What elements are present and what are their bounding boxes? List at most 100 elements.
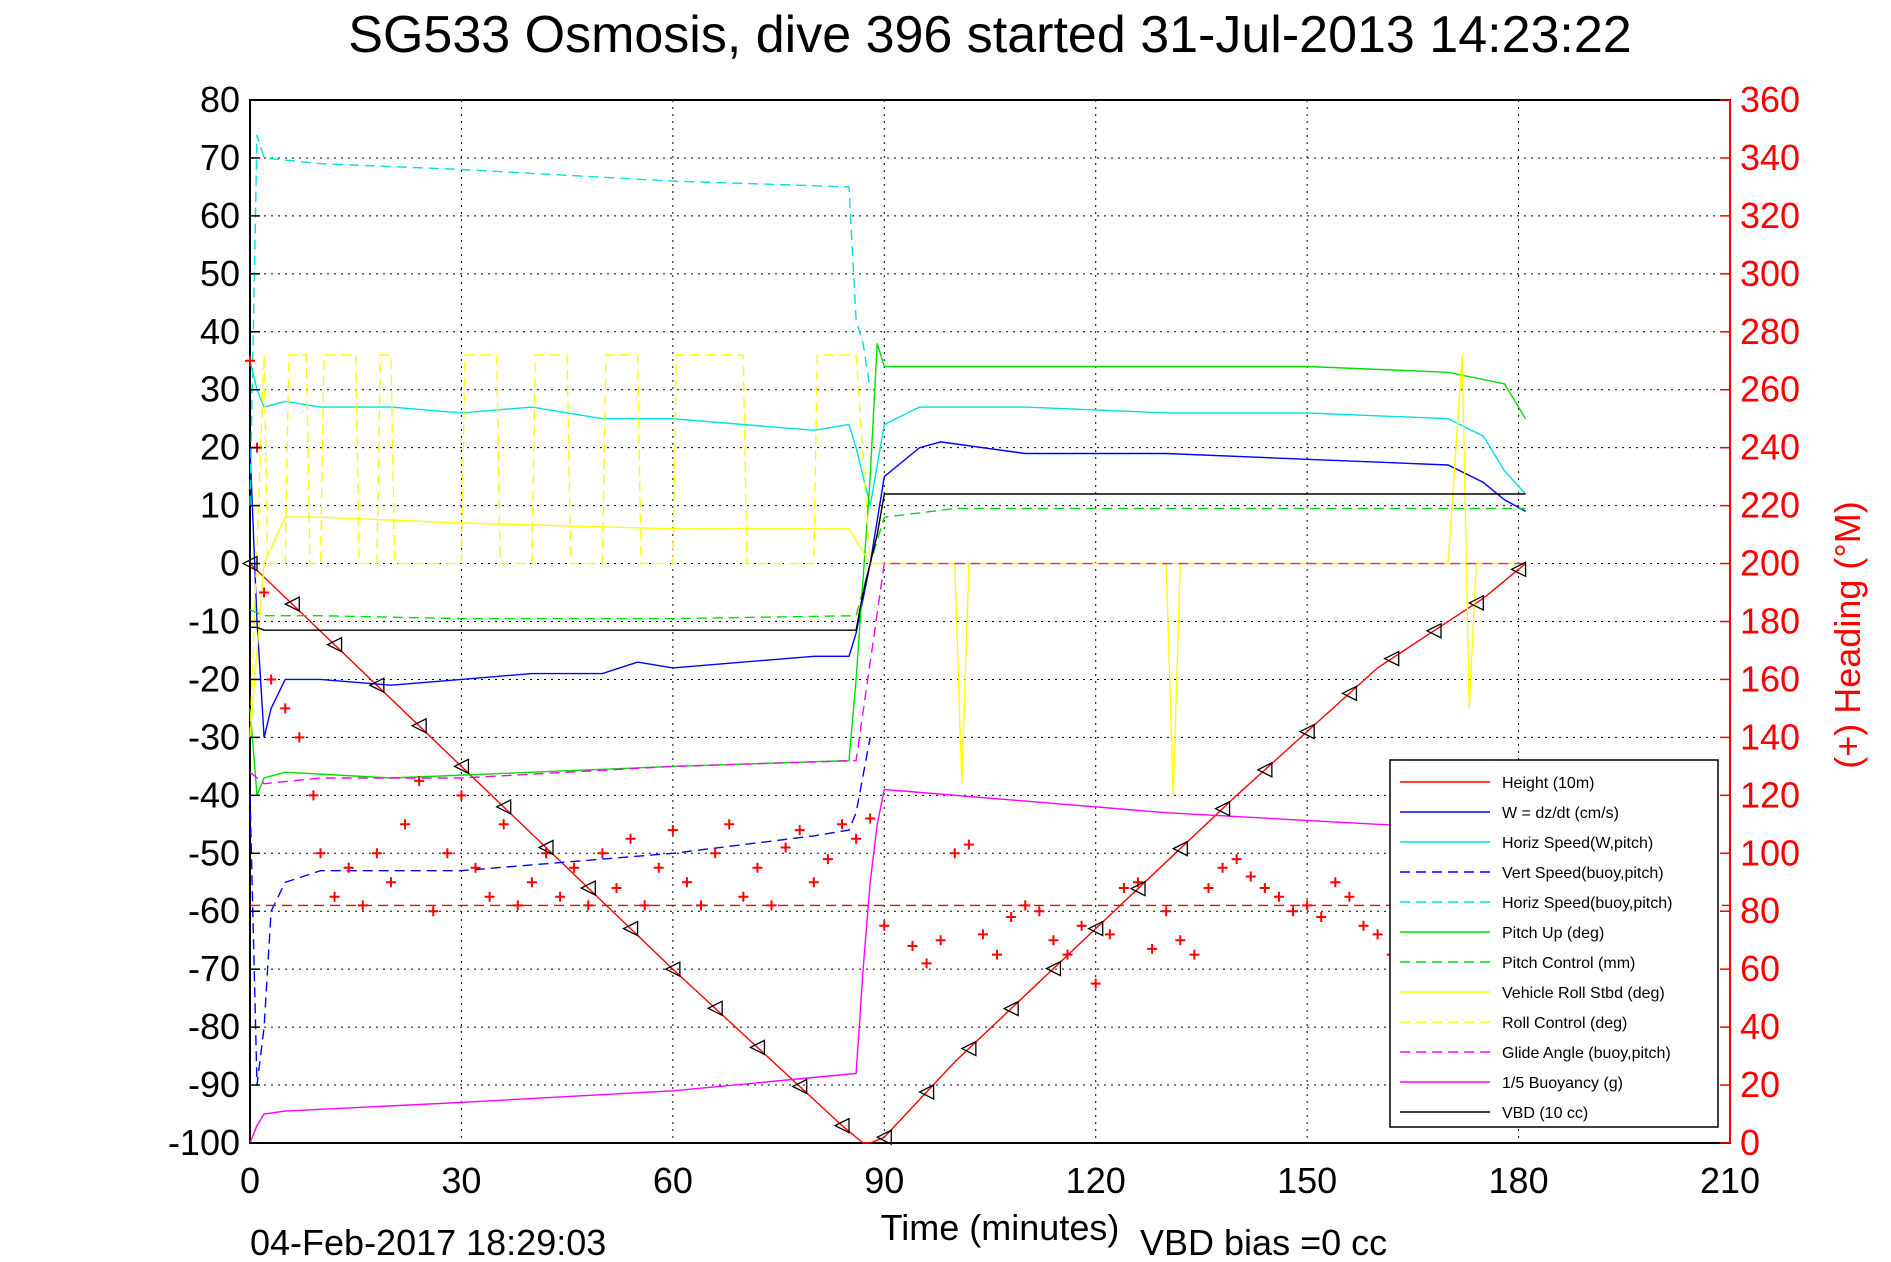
y-tick-label: -80 [188, 1006, 240, 1047]
depth-marker [283, 596, 300, 613]
series-line-0 [249, 563, 1527, 1144]
heading-point [992, 949, 1003, 960]
y2-tick-label: 240 [1740, 427, 1800, 468]
depth-marker [748, 1039, 766, 1056]
heading-point [611, 883, 622, 894]
heading-point [935, 935, 946, 946]
heading-point [555, 891, 566, 902]
y2-tick-label: 80 [1740, 890, 1780, 931]
legend-label-9: Glide Angle (buoy,pitch) [1502, 1045, 1671, 1062]
heading-point [794, 825, 805, 836]
y-tick-label: 0 [220, 543, 240, 584]
heading-point [1217, 862, 1228, 873]
heading-point [653, 862, 664, 873]
y-tick-label: -90 [188, 1064, 240, 1105]
heading-point [1358, 920, 1369, 931]
legend-label-1: W = dz/dt (cm/s) [1502, 805, 1619, 822]
plot-area [241, 99, 1731, 1146]
heading-point [738, 891, 749, 902]
series-line-2 [249, 360, 1527, 506]
heading-point [1189, 949, 1200, 960]
heading-point [696, 900, 707, 911]
y2-axis-label: (+) Heading (°M) [1827, 501, 1868, 768]
footer-timestamp: 04-Feb-2017 18:29:03 [250, 1222, 606, 1262]
y-tick-label: -70 [188, 948, 240, 989]
heading-point [977, 929, 988, 940]
footer-vbd-bias: VBD bias =0 cc [1140, 1222, 1387, 1262]
heading-point [259, 587, 270, 598]
x-tick-label: 90 [864, 1160, 904, 1201]
heading-point [1104, 929, 1115, 940]
heading-point [597, 848, 608, 859]
depth-marker [1087, 920, 1104, 937]
series-line-5 [249, 343, 1527, 796]
depth-marker [495, 798, 512, 815]
y2-tick-label: 340 [1740, 137, 1800, 178]
heading-point [1344, 891, 1355, 902]
legend-box [1389, 759, 1719, 1128]
heading-point [766, 900, 777, 911]
depth-marker [1214, 800, 1231, 817]
heading-point [414, 775, 425, 786]
y-tick-label: -30 [188, 716, 240, 757]
y2-tick-label: 60 [1740, 948, 1780, 989]
y-tick-label: -20 [188, 658, 240, 699]
y2-tick-label: 200 [1740, 543, 1800, 584]
x-tick-label: 0 [240, 1160, 260, 1201]
y2-tick-label: 0 [1740, 1122, 1760, 1163]
depth-marker [1256, 761, 1273, 778]
depth-marker [791, 1078, 808, 1095]
depth-marker [579, 879, 596, 897]
x-axis-label: Time (minutes) [881, 1207, 1120, 1248]
chart-title: SG533 Osmosis, dive 396 started 31-Jul-2… [348, 6, 1631, 64]
depth-marker [452, 758, 470, 775]
depth-marker [1467, 594, 1484, 612]
series-line-10 [249, 788, 1526, 1144]
heading-point [879, 920, 890, 931]
heading-point [907, 940, 918, 951]
heading-point [1259, 883, 1270, 894]
heading-point [752, 862, 763, 873]
series-line-4 [249, 134, 871, 506]
heading-point [1062, 949, 1073, 960]
depth-marker [368, 677, 385, 694]
depth-marker [918, 1083, 935, 1101]
y2-tick-label: 40 [1740, 1006, 1780, 1047]
y-tick-label: -10 [188, 601, 240, 642]
heading-point [1231, 854, 1242, 865]
heading-point [1330, 877, 1341, 888]
legend-label-3: Vert Speed(buoy,pitch) [1502, 865, 1664, 882]
y2-tick-label: 180 [1740, 601, 1800, 642]
legend-label-2: Horiz Speed(W,pitch) [1502, 835, 1653, 852]
heading-point [470, 862, 481, 873]
legend-label-11: VBD (10 cc) [1502, 1105, 1588, 1122]
y-tick-label: 50 [200, 253, 240, 294]
series-line-1 [249, 441, 1526, 738]
y2-tick-label: 100 [1740, 832, 1800, 873]
heading-point [266, 674, 277, 685]
descent-markers [241, 555, 1527, 1146]
x-tick-label: 180 [1489, 1160, 1549, 1201]
series-line-6 [249, 507, 1526, 620]
depth-marker [706, 1000, 723, 1017]
heading-point [428, 906, 439, 917]
heading-point [681, 877, 692, 888]
y2-tick-label: 20 [1740, 1064, 1780, 1105]
y-tick-label: 40 [200, 311, 240, 352]
heading-point [280, 703, 291, 714]
heading-point [1048, 935, 1059, 946]
heading-point [851, 833, 862, 844]
depth-marker [1129, 880, 1146, 897]
heading-point [385, 877, 396, 888]
y2-tick-label: 120 [1740, 774, 1800, 815]
heading-point [921, 958, 932, 969]
series-line-9 [249, 562, 1526, 785]
y2-tick-label: 280 [1740, 311, 1800, 352]
heading-point [371, 848, 382, 859]
heading-point [294, 732, 305, 743]
series-line-7 [249, 354, 1526, 796]
y-tick-label: 70 [200, 137, 240, 178]
heading-point [526, 877, 537, 888]
legend-label-8: Roll Control (deg) [1502, 1015, 1627, 1032]
